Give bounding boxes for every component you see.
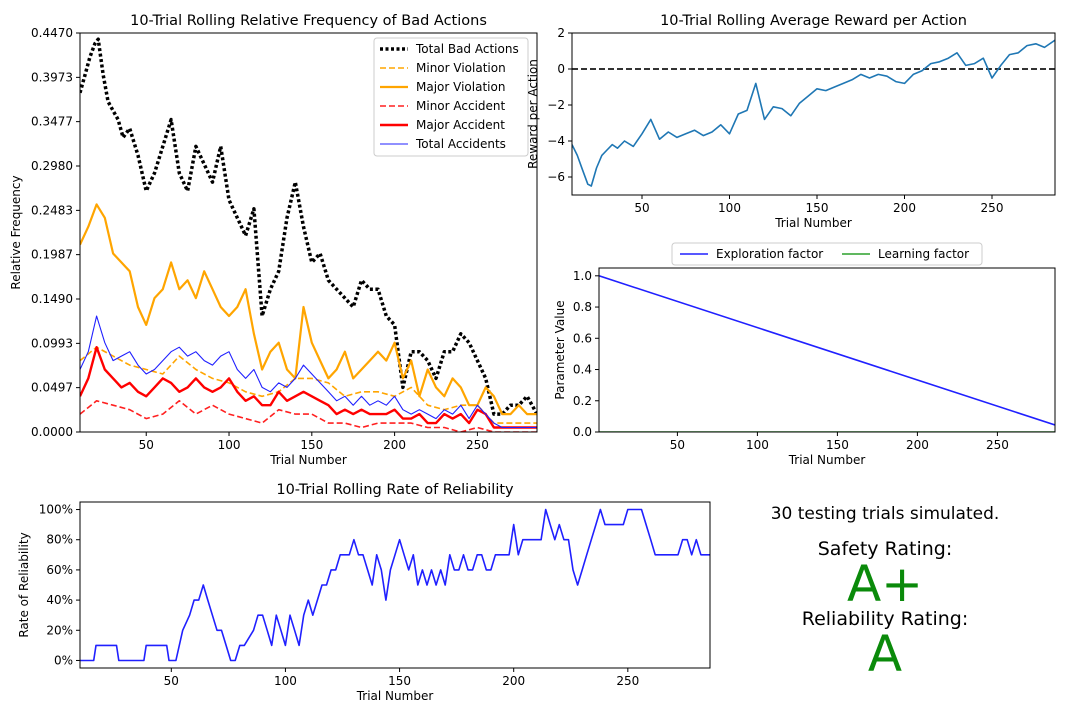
y-tick-label: 0.2 xyxy=(573,394,592,408)
y-tick-label: 100% xyxy=(39,503,73,517)
x-tick-label: 150 xyxy=(388,674,411,688)
legend: Exploration factor Learning factor xyxy=(671,242,983,266)
x-axis-label: Trial Number xyxy=(356,689,434,703)
chart-reliability: 10-Trial Rolling Rate of Reliability 50 10… xyxy=(17,482,711,703)
y-tick-label: 0.4470 xyxy=(31,26,73,40)
legend-box xyxy=(671,242,983,266)
y-axis-label: Reward per Action xyxy=(526,59,540,169)
series-line-reliability-0 xyxy=(80,508,710,662)
x-tick-label: 250 xyxy=(981,201,1004,215)
x-tick-label: 150 xyxy=(806,201,829,215)
reliability-rating-grade: A xyxy=(867,625,903,683)
y-tick-label: −2 xyxy=(547,98,565,112)
series-line-minor-accident xyxy=(80,399,537,432)
legend-label: Total Accidents xyxy=(415,137,506,151)
y-tick-label: 40% xyxy=(46,593,73,607)
x-tick-label: 50 xyxy=(164,674,179,688)
testing-trials-summary: 30 testing trials simulated. xyxy=(770,504,1000,524)
chart-title: 10-Trial Rolling Relative Frequency of B… xyxy=(130,13,487,29)
legend: Total Bad Actions Minor Violation Major Vi… xyxy=(373,37,529,157)
series-group xyxy=(572,39,1055,187)
y-tick-label: 0.0 xyxy=(573,425,592,439)
x-tick-label: 50 xyxy=(139,438,154,452)
safety-rating-label: Safety Rating: xyxy=(817,538,953,560)
x-tick-label: 100 xyxy=(218,438,241,452)
chart-title: 10-Trial Rolling Average Reward per Acti… xyxy=(660,13,967,29)
legend-label: Total Bad Actions xyxy=(415,42,519,56)
x-tick-label: 150 xyxy=(300,438,323,452)
x-tick-label: 150 xyxy=(826,438,849,452)
x-tick-label: 250 xyxy=(986,438,1009,452)
series-group xyxy=(80,508,710,662)
series-line-major-violation xyxy=(80,203,537,416)
legend-label: Exploration factor xyxy=(716,247,823,261)
x-tick-label: 200 xyxy=(502,674,525,688)
x-tick-label: 100 xyxy=(746,438,769,452)
y-tick-label: 0.0497 xyxy=(31,381,73,395)
legend-label: Learning factor xyxy=(878,247,969,261)
legend-label: Major Violation xyxy=(416,80,505,94)
x-tick-label: 200 xyxy=(383,438,406,452)
chart-bad_actions: 10-Trial Rolling Relative Frequency of B… xyxy=(9,13,538,467)
x-tick-label: 50 xyxy=(634,201,649,215)
y-tick-label: 0.3973 xyxy=(31,70,73,84)
legend-label: Major Accident xyxy=(416,118,505,132)
plot-frame xyxy=(571,32,1056,196)
y-tick-label: −4 xyxy=(547,134,565,148)
x-tick-label: 250 xyxy=(466,438,489,452)
safety-rating-grade: A+ xyxy=(846,555,924,613)
legend-label: Minor Accident xyxy=(416,99,506,113)
y-tick-label: 0% xyxy=(54,653,73,667)
x-axis-label: Trial Number xyxy=(774,216,852,230)
series-line-major-accident xyxy=(80,346,537,429)
y-tick-label: 0.2483 xyxy=(31,203,73,217)
series-line-total-accidents xyxy=(80,315,537,429)
legend-box xyxy=(373,37,529,157)
y-tick-label: 0.3477 xyxy=(31,115,73,129)
x-tick-label: 100 xyxy=(274,674,297,688)
chart-parameters: 50 100 150 200 250 0.0 0.2 0.4 0.6 0.8 1.0 Trial Nu… xyxy=(553,242,1056,467)
y-tick-label: 0.2980 xyxy=(31,159,73,173)
series-group xyxy=(80,37,537,432)
chart-title: 10-Trial Rolling Rate of Reliability xyxy=(276,482,514,498)
y-tick-label: 20% xyxy=(46,623,73,637)
x-axis-label: Trial Number xyxy=(269,453,347,467)
plot-frame xyxy=(79,32,538,433)
y-tick-label: 0 xyxy=(557,62,565,76)
x-tick-label: 250 xyxy=(616,674,639,688)
x-tick-label: 50 xyxy=(670,438,685,452)
y-tick-label: 80% xyxy=(46,533,73,547)
y-tick-label: 0.4 xyxy=(573,363,592,377)
y-tick-label: 2 xyxy=(557,26,565,40)
plot-frame xyxy=(79,501,711,669)
legend-label: Minor Violation xyxy=(416,61,506,75)
y-tick-label: 0.6 xyxy=(573,331,592,345)
y-axis-label: Relative Frequency xyxy=(9,175,23,289)
y-tick-label: 60% xyxy=(46,563,73,577)
y-tick-label: 0.8 xyxy=(573,300,592,314)
chart-reward: 10-Trial Rolling Average Reward per Acti… xyxy=(526,13,1056,230)
y-tick-label: 0.1987 xyxy=(31,248,73,262)
series-line-total-bad-actions xyxy=(80,37,537,416)
y-tick-label: 1.0 xyxy=(573,269,592,283)
series-line-minor-violation xyxy=(80,346,537,424)
y-tick-label: 0.0993 xyxy=(31,336,73,350)
series-line-exploration-factor xyxy=(599,275,1055,426)
x-tick-label: 200 xyxy=(893,201,916,215)
y-axis-label: Parameter Value xyxy=(553,300,567,399)
y-tick-label: 0.1490 xyxy=(31,292,73,306)
rating-summary: 30 testing trials simulated. Safety Rati… xyxy=(760,500,1010,683)
y-axis-label: Rate of Reliability xyxy=(17,532,31,637)
series-group xyxy=(599,275,1055,432)
y-tick-label: 0.0000 xyxy=(31,425,73,439)
plot-frame xyxy=(598,267,1056,433)
y-tick-label: −6 xyxy=(547,170,565,184)
series-line-reward-0 xyxy=(572,39,1055,187)
x-tick-label: 100 xyxy=(718,201,741,215)
x-axis-label: Trial Number xyxy=(788,453,866,467)
x-tick-label: 200 xyxy=(906,438,929,452)
reliability-rating-label: Reliability Rating: xyxy=(801,608,969,630)
